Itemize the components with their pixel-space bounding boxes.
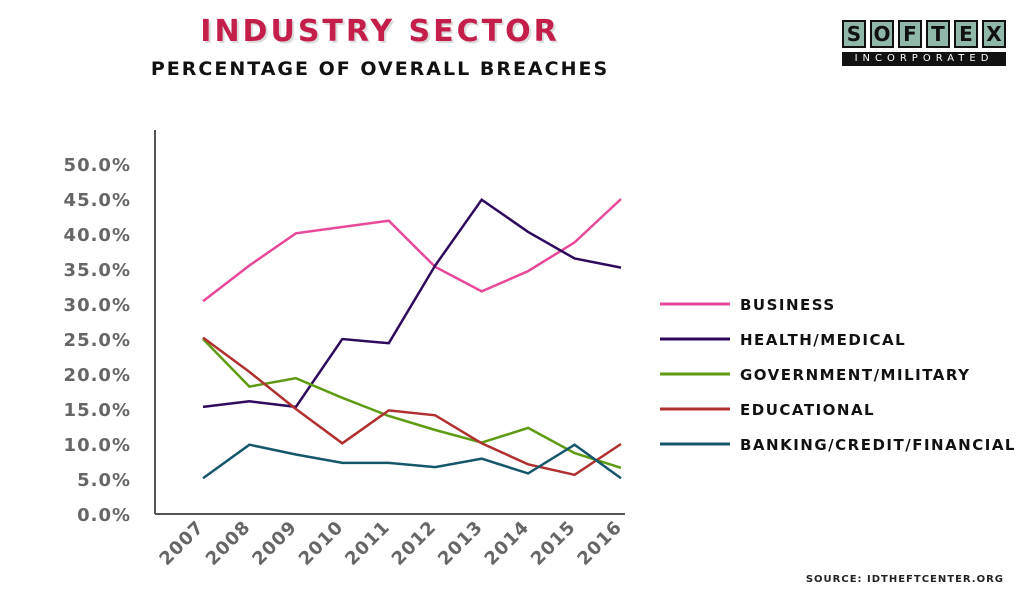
series-line-government-military [202, 338, 622, 469]
x-tick-label: 2014 [481, 517, 534, 570]
x-tick-label: 2007 [155, 517, 208, 570]
y-tick-label: 10.0% [64, 435, 131, 456]
chart-subtitle: PERCENTAGE OF OVERALL BREACHES [150, 58, 610, 80]
legend-label-government-military: GOVERNMENT/MILITARY [740, 366, 970, 384]
x-tick-label: 2013 [434, 517, 487, 570]
softex-logo: S O F T E X INCORPORATED [842, 20, 1006, 66]
logo-tagline: INCORPORATED [842, 52, 1006, 66]
logo-letter: S [842, 20, 866, 48]
x-tick-label: 2008 [202, 517, 255, 570]
x-tick-label: 2015 [527, 517, 580, 570]
legend: BUSINESS HEALTH/MEDICAL GOVERNMENT/MILITAR… [660, 296, 1016, 454]
logo-letter: X [982, 20, 1006, 48]
series-line-educational [202, 336, 622, 477]
logo-letter: T [926, 20, 950, 48]
y-tick-label: 30.0% [64, 295, 131, 316]
y-tick-label: 25.0% [64, 330, 131, 351]
y-tick-label: 0.0% [77, 505, 131, 526]
y-tick-label: 45.0% [64, 190, 131, 211]
x-tick-label: 2010 [295, 517, 348, 570]
chart-title: INDUSTRY SECTOR [200, 14, 560, 49]
series-line-health-medical [202, 197, 622, 409]
y-tick-label: 35.0% [64, 260, 131, 281]
logo-letter: F [898, 20, 922, 48]
legend-label-educational: EDUCATIONAL [740, 401, 875, 419]
source-note: SOURCE: IDTHEFTCENTER.ORG [805, 574, 1004, 585]
legend-label-banking-credit-financial: BANKING/CREDIT/FINANCIAL [740, 436, 1016, 454]
y-axis-ticks: 0.0% 5.0% 10.0% 15.0% 20.0% 25.0% 30.0% 35.0% 40… [64, 155, 131, 526]
y-tick-label: 5.0% [77, 470, 131, 491]
series-lines [202, 197, 622, 480]
x-tick-label: 2011 [341, 517, 394, 570]
y-tick-label: 50.0% [64, 155, 131, 176]
y-tick-label: 20.0% [64, 365, 131, 386]
y-tick-label: 15.0% [64, 400, 131, 421]
x-tick-label: 2009 [248, 517, 301, 570]
legend-label-business: BUSINESS [740, 296, 836, 314]
x-tick-label: 2016 [573, 517, 626, 570]
series-line-banking-credit-financial [202, 443, 622, 480]
logo-letter: E [954, 20, 978, 48]
legend-label-health-medical: HEALTH/MEDICAL [740, 331, 906, 349]
logo-letter: O [870, 20, 894, 48]
series-line-business [202, 198, 622, 303]
chart-axes [154, 130, 625, 515]
logo-letters: S O F T E X [842, 20, 1006, 50]
y-tick-label: 40.0% [64, 225, 131, 246]
x-tick-label: 2012 [388, 517, 441, 570]
